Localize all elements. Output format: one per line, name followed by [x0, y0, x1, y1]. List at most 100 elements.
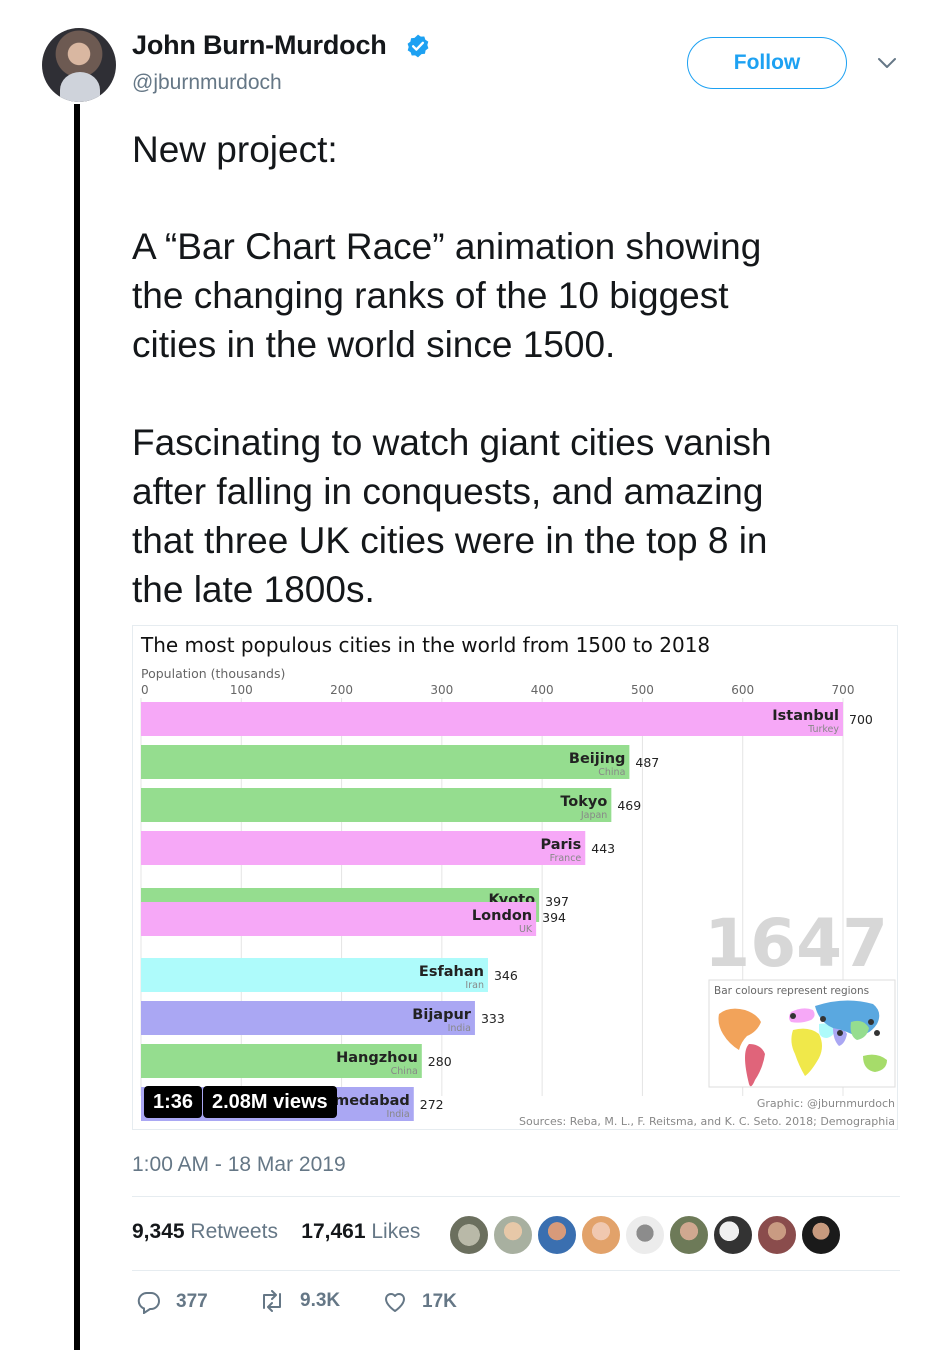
graphic-credit: Graphic: @jburnmurdoch — [757, 1097, 895, 1110]
map-south-america — [745, 1044, 765, 1087]
like-count: 17K — [422, 1291, 457, 1312]
follow-button[interactable]: Follow — [687, 37, 847, 89]
reply-count: 377 — [176, 1291, 208, 1312]
axis-label: Population (thousands) — [141, 666, 285, 681]
bar-city-label: Ahmedabad — [313, 1093, 410, 1109]
tweet-text-line: that three UK cities were in the top 8 i… — [132, 520, 768, 561]
video-duration-badge: 1:36 — [144, 1086, 203, 1118]
bar-chart: The most populous cities in the world fr… — [140, 633, 896, 1128]
liker-avatar[interactable] — [624, 1214, 666, 1256]
liker-avatar[interactable] — [668, 1214, 710, 1256]
tick-label: 500 — [631, 683, 654, 697]
liker-avatar[interactable] — [536, 1214, 578, 1256]
bar-value-label: 394 — [542, 910, 566, 925]
bar-value-label: 280 — [428, 1054, 452, 1069]
retweet-count: 9.3K — [300, 1290, 341, 1311]
map-city-dot — [790, 1013, 796, 1019]
bar — [141, 1001, 475, 1035]
map-east-asia — [850, 1020, 869, 1040]
bar-city-label: Esfahan — [419, 964, 484, 980]
bar-country-label: India — [386, 1109, 409, 1120]
video-views-badge: 2.08M views — [203, 1086, 337, 1118]
liker-avatar[interactable] — [712, 1214, 754, 1256]
chart-sources: Sources: Reba, M. L., F. Reitsma, and K.… — [519, 1115, 895, 1128]
bar — [141, 702, 843, 736]
map-city-dot — [868, 1019, 874, 1025]
divider — [132, 1196, 900, 1197]
bar-city-label: Beijing — [569, 751, 626, 767]
like-button[interactable]: 17K — [382, 1290, 457, 1314]
bar-value-label: 443 — [591, 841, 615, 856]
bar — [141, 902, 537, 936]
year-label: 1647 — [704, 905, 888, 982]
bar — [141, 745, 630, 779]
tweet-text-line: Fascinating to watch giant cities vanish — [132, 422, 772, 463]
bar-value-label: 272 — [420, 1097, 444, 1112]
display-name[interactable]: John Burn-Murdoch — [132, 30, 387, 60]
heart-icon — [385, 1293, 405, 1312]
thread-line — [74, 104, 80, 1350]
bar — [141, 958, 488, 992]
likes-label: Likes — [371, 1220, 421, 1243]
bar-value-label: 469 — [617, 798, 641, 813]
bar — [141, 1044, 422, 1078]
liker-avatar[interactable] — [492, 1214, 534, 1256]
avatar[interactable] — [42, 28, 116, 102]
tick-label: 0 — [141, 683, 149, 697]
liker-avatar[interactable] — [756, 1214, 798, 1256]
tick-label: 300 — [430, 683, 453, 697]
video-player[interactable]: The most populous cities in the world fr… — [132, 625, 898, 1130]
bar-country-label: UK — [519, 924, 533, 935]
bar-value-label: 487 — [635, 755, 659, 770]
tick-label: 200 — [330, 683, 353, 697]
bar-value-label: 700 — [849, 712, 873, 727]
map-south-asia — [833, 1027, 847, 1046]
tick-label: 100 — [230, 683, 253, 697]
bar-value-label: 333 — [481, 1011, 505, 1026]
region-legend: Bar colours represent regions — [708, 979, 896, 1088]
bar-country-label: France — [550, 853, 582, 864]
bar-country-label: Japan — [580, 810, 608, 821]
tweet-timestamp[interactable]: 1:00 AM - 18 Mar 2019 — [132, 1153, 346, 1176]
liker-avatar[interactable] — [580, 1214, 622, 1256]
retweets-label: Retweets — [190, 1220, 278, 1243]
map-city-dot — [874, 1030, 880, 1036]
map-middle-east — [819, 1023, 835, 1038]
retweets-count: 9,345 — [132, 1220, 185, 1243]
map-oceania — [863, 1054, 887, 1072]
map-city-dot — [820, 1016, 826, 1022]
chevron-down-icon[interactable] — [876, 56, 898, 70]
legend-note: Bar colours represent regions — [714, 985, 869, 997]
bar-country-label: China — [598, 767, 625, 778]
tweet-text-line: New project: — [132, 129, 338, 170]
bar-country-label: Iran — [465, 980, 484, 991]
likes-stat[interactable]: 17,461 Likes — [301, 1220, 420, 1243]
tweet-text-line: cities in the world since 1500. — [132, 324, 616, 365]
bar-value-label: 397 — [545, 894, 569, 909]
tick-label: 700 — [832, 683, 855, 697]
likes-count: 17,461 — [301, 1220, 366, 1243]
user-handle[interactable]: @jburnmurdoch — [132, 71, 282, 94]
bar-country-label: Turkey — [807, 724, 839, 735]
retweets-stat[interactable]: 9,345 Retweets — [132, 1220, 278, 1243]
bar-country-label: India — [448, 1023, 471, 1034]
retweet-button[interactable]: 9.3K — [258, 1290, 340, 1312]
map-city-dot — [837, 1030, 843, 1036]
tick-label: 600 — [731, 683, 754, 697]
chart-title: The most populous cities in the world fr… — [140, 633, 710, 657]
liker-avatar[interactable] — [800, 1214, 842, 1256]
bar-city-label: Hangzhou — [336, 1050, 418, 1066]
bar-country-label: China — [391, 1066, 418, 1077]
bar-city-label: Bijapur — [412, 1007, 471, 1023]
tweet-text-line: after falling in conquests, and amazing — [132, 471, 764, 512]
engagement-stats: 9,345 Retweets 17,461 Likes — [132, 1220, 420, 1244]
liker-avatar[interactable] — [448, 1214, 490, 1256]
tweet-text-line: the late 1800s. — [132, 569, 375, 610]
bar — [141, 831, 586, 865]
reply-button[interactable]: 377 — [136, 1290, 208, 1314]
bar-city-label: Paris — [540, 837, 581, 853]
map-europe — [789, 1008, 815, 1023]
verified-badge-icon — [407, 34, 429, 58]
bar-city-label: London — [472, 908, 532, 924]
tick-label: 400 — [531, 683, 554, 697]
